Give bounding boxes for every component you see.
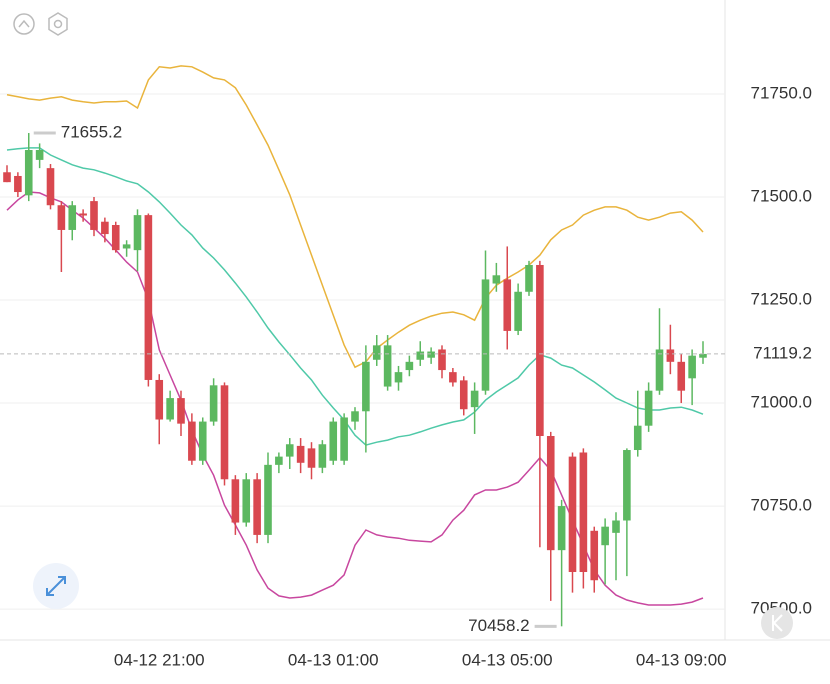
candle-body: [590, 530, 599, 581]
candle-body: [340, 417, 348, 461]
candle-body: [24, 150, 33, 196]
candle-body: [481, 279, 490, 391]
last-price-bg: [730, 341, 830, 366]
candle-body: [514, 291, 522, 331]
candle-body: [525, 264, 533, 292]
candle-body: [612, 520, 620, 533]
candle-body: [101, 221, 109, 235]
candle-body: [122, 244, 131, 249]
candle-body: [35, 150, 44, 160]
candle-body: [470, 390, 479, 408]
candle-body: [220, 385, 229, 480]
latest-icon: [772, 614, 783, 632]
candle-body: [503, 279, 512, 331]
candle-body: [394, 372, 403, 383]
candle-body: [536, 264, 544, 437]
settings-icon: [48, 12, 68, 36]
y-tick-label: 70750.0: [751, 496, 812, 515]
candle-body: [318, 444, 327, 468]
candle-body: [557, 506, 566, 551]
candle-body: [133, 215, 142, 251]
y-tick-label: 71250.0: [751, 289, 812, 308]
candle-body: [688, 355, 696, 379]
candle-body: [253, 479, 261, 535]
candle-body: [362, 361, 370, 412]
candle-body: [568, 456, 577, 573]
scroll-to-latest-button[interactable]: [761, 607, 793, 639]
x-tick-label: 04-13 09:00: [636, 650, 727, 669]
candle-body: [68, 205, 77, 230]
expand-button[interactable]: [33, 563, 79, 609]
candle-body: [296, 445, 305, 463]
x-tick-label: 04-13 01:00: [288, 650, 379, 669]
candle-body: [79, 213, 87, 216]
candle-body: [427, 351, 435, 358]
settings-icon-center: [53, 19, 63, 29]
collapse-button[interactable]: [13, 13, 35, 35]
settings-button[interactable]: [48, 12, 68, 36]
candle-body: [351, 411, 359, 422]
candle-body: [623, 450, 631, 521]
candle-body: [492, 275, 501, 284]
candle-body: [372, 345, 381, 360]
x-tick-label: 04-12 21:00: [114, 650, 205, 669]
candle-body: [579, 452, 588, 573]
candle-body: [264, 464, 272, 535]
candle-body: [198, 421, 207, 461]
x-tick-label: 04-13 05:00: [462, 650, 553, 669]
y-tick-label: 71000.0: [751, 393, 812, 412]
min-label: 70458.2: [468, 616, 529, 635]
candle-body: [242, 479, 251, 523]
candle-body: [329, 421, 338, 461]
candle-body: [459, 380, 468, 410]
latest-circle: [761, 607, 793, 639]
last-price-label: 71119.2: [753, 343, 812, 362]
collapse-icon: [13, 13, 35, 35]
candle-body: [307, 448, 316, 468]
max-label: 71655.2: [61, 123, 122, 142]
candle-body: [633, 425, 642, 451]
candle-body: [231, 479, 240, 523]
candle-body: [677, 361, 686, 391]
candle-body: [166, 398, 174, 420]
candle-body: [46, 168, 55, 206]
candle-body: [14, 175, 22, 193]
candle-body: [655, 349, 664, 391]
y-tick-label: 71750.0: [751, 83, 812, 102]
candle-body: [416, 351, 425, 360]
candle-body: [438, 349, 446, 371]
candle-body: [601, 526, 609, 546]
y-tick-label: 71500.0: [751, 186, 812, 205]
band-line: [6, 65, 704, 369]
candle-body: [144, 215, 153, 380]
expand-arrows: [46, 576, 66, 596]
candle-body: [644, 390, 653, 426]
candle-body: [177, 398, 185, 424]
collapse-arrow: [18, 19, 30, 28]
candle-body: [111, 225, 120, 251]
candle-body: [209, 385, 218, 422]
candle-body: [285, 444, 294, 457]
candle-body: [57, 205, 66, 230]
candle-body: [449, 372, 457, 383]
candle-body: [188, 421, 196, 461]
candle-body: [3, 172, 11, 183]
candle-body: [275, 456, 283, 465]
candle-body: [666, 349, 675, 362]
candle-body: [546, 436, 555, 551]
band-line: [6, 147, 704, 446]
candle-body: [405, 361, 414, 371]
candle-body: [699, 353, 707, 358]
candle-body: [90, 201, 98, 230]
candle-body: [383, 345, 392, 387]
candle-body: [155, 379, 164, 420]
